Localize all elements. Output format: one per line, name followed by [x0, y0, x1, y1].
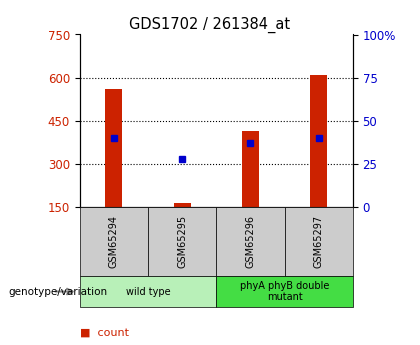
Bar — [310, 75, 327, 207]
Text: GDS1702 / 261384_at: GDS1702 / 261384_at — [129, 17, 291, 33]
Bar — [173, 203, 191, 207]
Text: GSM65294: GSM65294 — [109, 215, 119, 268]
Text: genotype/variation: genotype/variation — [8, 287, 108, 296]
Text: wild type: wild type — [126, 287, 171, 296]
Text: GSM65297: GSM65297 — [314, 215, 324, 268]
Bar — [105, 89, 123, 207]
Text: GSM65295: GSM65295 — [177, 215, 187, 268]
Bar — [242, 131, 259, 207]
Text: GSM65296: GSM65296 — [245, 215, 255, 268]
Text: phyA phyB double
mutant: phyA phyB double mutant — [240, 281, 329, 302]
Text: ■  count: ■ count — [80, 328, 129, 338]
